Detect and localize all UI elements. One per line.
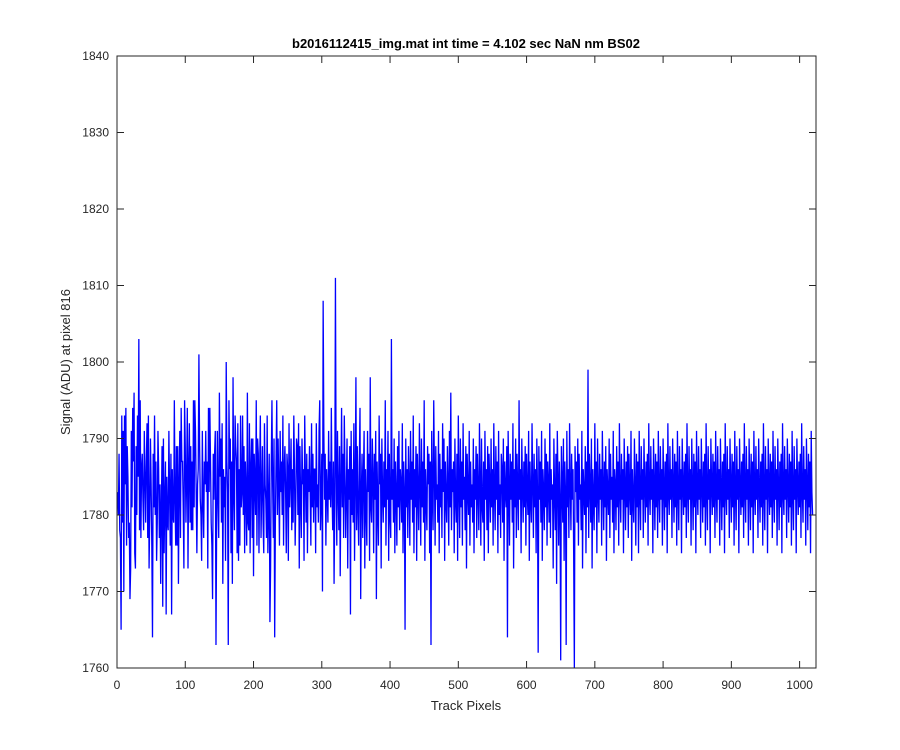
y-tick-label: 1830 xyxy=(82,126,109,140)
y-tick-label: 1780 xyxy=(82,508,109,522)
x-axis-label: Track Pixels xyxy=(431,698,502,713)
x-tick-label: 700 xyxy=(585,678,605,692)
x-tick-label: 1000 xyxy=(786,678,813,692)
series-layer xyxy=(117,277,814,669)
x-tick-label: 500 xyxy=(448,678,468,692)
x-tick-label: 100 xyxy=(175,678,195,692)
y-tick-label: 1820 xyxy=(82,202,109,216)
y-tick-label: 1770 xyxy=(82,585,109,599)
y-tick-label: 1760 xyxy=(82,661,109,675)
chart-title: b2016112415_img.mat int time = 4.102 sec… xyxy=(292,36,640,51)
y-tick-label: 1790 xyxy=(82,432,109,446)
x-tick-label: 600 xyxy=(517,678,537,692)
tick-layer: 0 100 200 300 400 500 600 700 800 900 1000 1760 1770… xyxy=(82,49,816,692)
series-line-0 xyxy=(117,277,814,669)
x-tick-label: 200 xyxy=(244,678,264,692)
x-tick-label: 400 xyxy=(380,678,400,692)
x-tick-label: 900 xyxy=(721,678,741,692)
y-tick-label: 1800 xyxy=(82,355,109,369)
y-axis-label: Signal (ADU) at pixel 816 xyxy=(58,289,73,435)
y-tick-label: 1810 xyxy=(82,279,109,293)
plot-area xyxy=(117,56,816,668)
x-tick-label: 0 xyxy=(114,678,121,692)
y-tick-label: 1840 xyxy=(82,49,109,63)
x-tick-label: 300 xyxy=(312,678,332,692)
x-tick-label: 800 xyxy=(653,678,673,692)
